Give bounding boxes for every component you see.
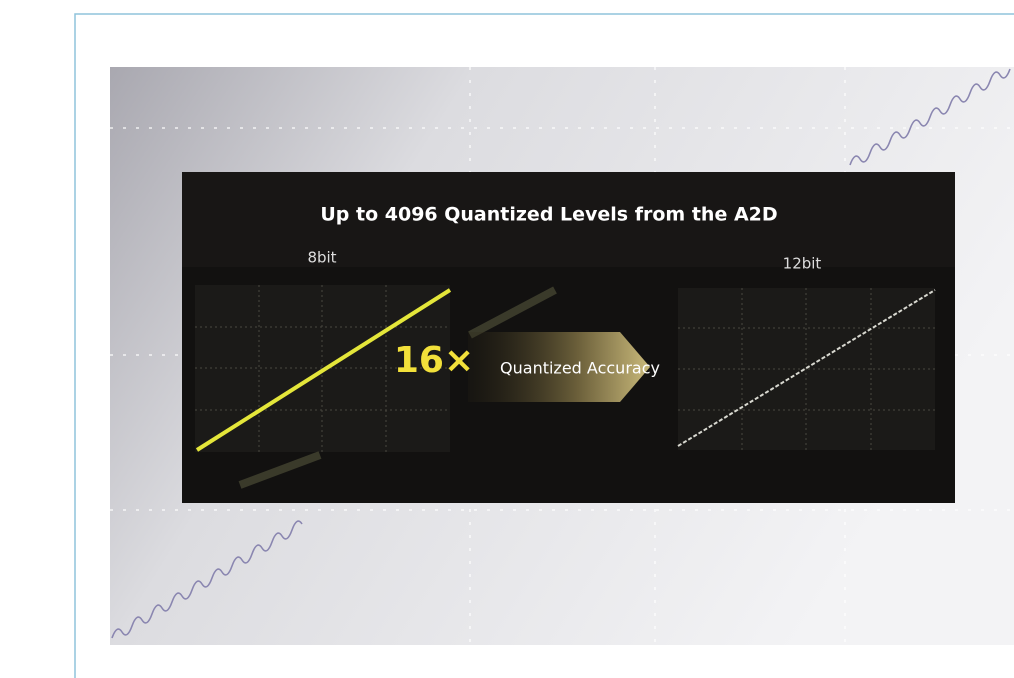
left-label: 8bit (307, 249, 336, 267)
screenshot: Up to 4096 Quantized Levels from the A2D… (0, 0, 1014, 678)
factor-caption: Quantized Accuracy (500, 359, 660, 378)
factor: 16× (394, 340, 474, 381)
right-label: 12bit (783, 255, 822, 273)
banner-title: Up to 4096 Quantized Levels from the A2D (320, 204, 777, 226)
page: Up to 4096 Quantized Levels from the A2D… (0, 0, 1014, 678)
